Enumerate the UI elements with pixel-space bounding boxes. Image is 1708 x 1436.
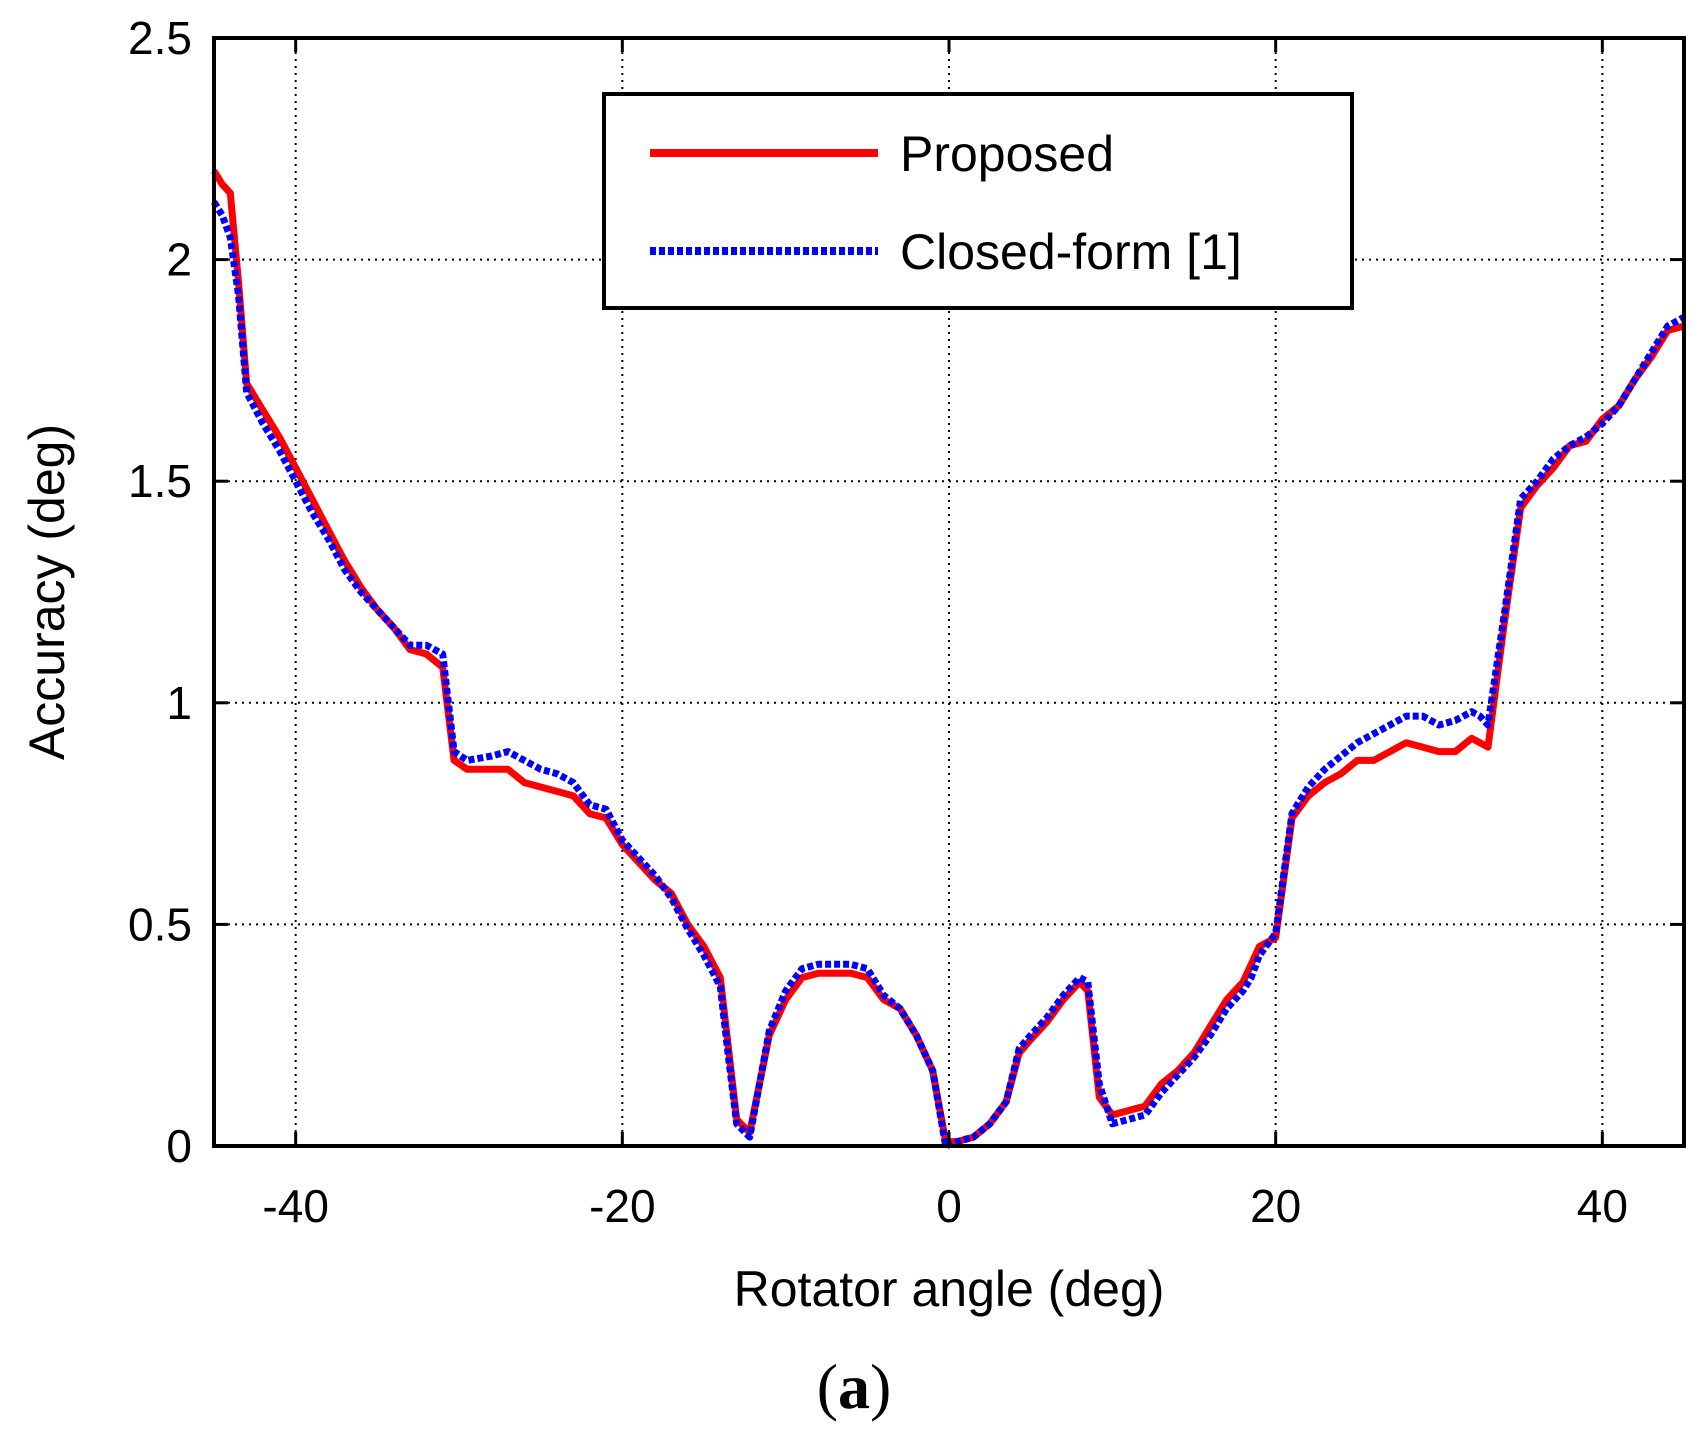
panel-label-open: (	[817, 1351, 838, 1422]
x-tick-label: -20	[589, 1180, 655, 1232]
x-tick-label: 20	[1250, 1180, 1301, 1232]
y-tick-label: 2	[166, 234, 192, 286]
y-tick-label: 2.5	[128, 12, 192, 64]
panel-label-close: )	[870, 1351, 891, 1422]
panel-label-letter: a	[838, 1351, 870, 1422]
x-tick-label: 0	[936, 1180, 962, 1232]
x-tick-label: -40	[262, 1180, 328, 1232]
x-axis-label: Rotator angle (deg)	[734, 1261, 1165, 1317]
series-line-closed-form	[211, 200, 1686, 1150]
y-tick-label: 1.5	[128, 455, 192, 507]
y-tick-label: 0.5	[128, 898, 192, 950]
axis-tick-labels: -40 -20 0 20 40 0 0.5 1 1.5 2 2.5	[128, 12, 1628, 1232]
panel-label: (a)	[817, 1351, 892, 1422]
legend-label-proposed: Proposed	[900, 126, 1114, 182]
series-lines	[211, 169, 1686, 1150]
y-axis-label: Accuracy (deg)	[19, 424, 75, 760]
x-tick-label: 40	[1577, 1180, 1628, 1232]
y-tick-label: 1	[166, 677, 192, 729]
legend-box	[602, 92, 1354, 310]
axis-ticks	[214, 36, 1684, 1148]
legend-label-closed-form: Closed-form [1]	[900, 224, 1242, 280]
y-tick-label: 0	[166, 1120, 192, 1172]
grid-lines	[214, 38, 1684, 1146]
legend: Proposed Closed-form [1]	[602, 92, 1354, 310]
